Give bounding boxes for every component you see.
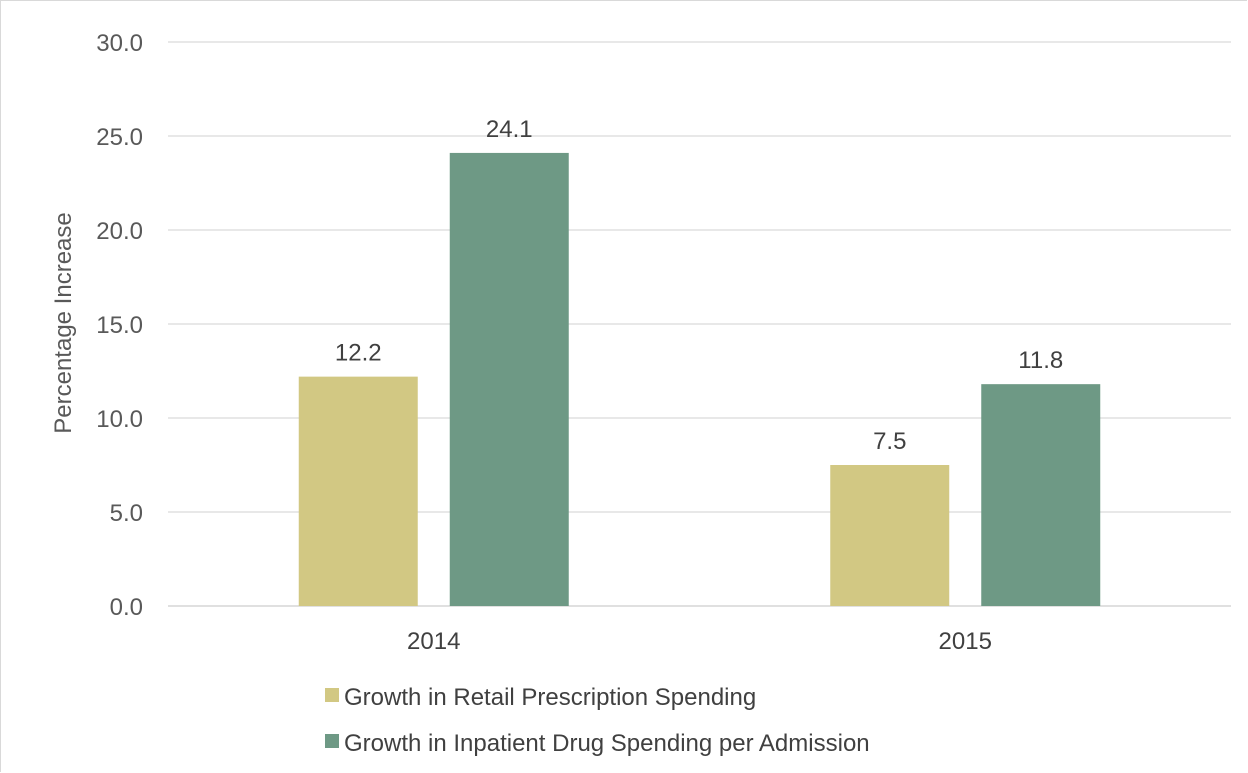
data-label: 11.8 <box>1018 347 1063 374</box>
y-tick-label: 15.0 <box>96 312 143 339</box>
bar-2014-series-1 <box>449 152 569 607</box>
data-label: 7.5 <box>873 428 906 455</box>
y-tick-label: 5.0 <box>110 500 143 527</box>
y-tick-label: 25.0 <box>96 124 143 151</box>
legend-label: Growth in Retail Prescription Spending <box>344 684 756 711</box>
legend-label: Growth in Inpatient Drug Spending per Ad… <box>344 730 870 757</box>
bars <box>298 152 1101 607</box>
data-label: 12.2 <box>335 340 382 367</box>
bar-2015-series-0 <box>830 465 950 606</box>
y-tick-label: 10.0 <box>96 406 143 433</box>
x-category-label: 2015 <box>939 628 992 655</box>
legend: Growth in Retail Prescription Spending Gr… <box>325 684 870 757</box>
data-label: 24.1 <box>486 116 533 143</box>
y-axis-ticks: 0.0 5.0 10.0 15.0 20.0 25.0 30.0 <box>96 30 143 621</box>
y-tick-label: 30.0 <box>96 30 143 57</box>
legend-swatch <box>325 688 339 702</box>
y-tick-label: 0.0 <box>110 594 143 621</box>
bar-2015-series-1 <box>981 384 1101 606</box>
x-category-label: 2014 <box>407 628 460 655</box>
y-axis-title: Percentage Increase <box>50 212 77 433</box>
y-tick-label: 20.0 <box>96 218 143 245</box>
x-axis-categories: 2014 2015 <box>407 628 992 655</box>
legend-swatch <box>325 734 339 748</box>
data-labels: 12.2 24.1 7.5 11.8 <box>335 116 1063 455</box>
bar-2014-series-0 <box>298 376 418 606</box>
